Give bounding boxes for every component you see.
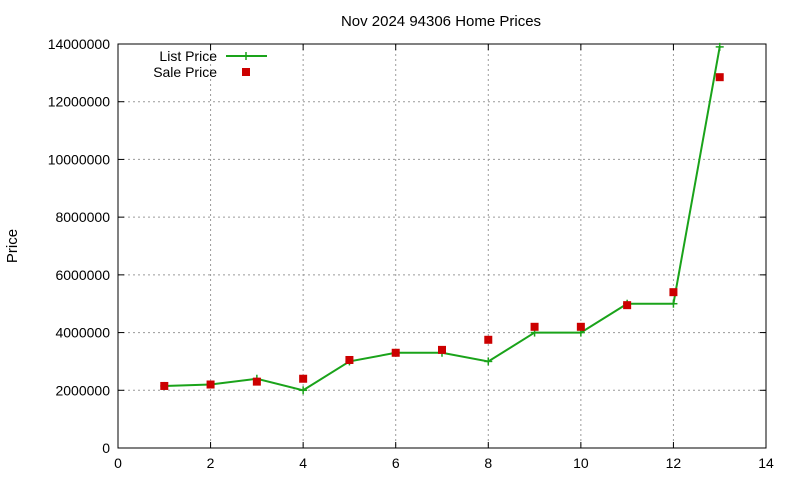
series-line-list-price <box>164 46 721 392</box>
x-tick-label: 8 <box>484 455 492 471</box>
data-point-sale-price <box>299 374 308 383</box>
data-point-list-price <box>715 42 724 51</box>
y-tick-label: 4000000 <box>55 325 110 341</box>
legend-label-list-price: List Price <box>159 48 217 64</box>
x-tick-label: 10 <box>573 455 589 471</box>
plot-frame <box>117 43 767 449</box>
x-tick-label: 0 <box>114 455 122 471</box>
y-tick-label: 10000000 <box>48 151 111 167</box>
data-point-sale-price <box>252 377 261 386</box>
x-tick-label: 4 <box>299 455 307 471</box>
x-tick-label: 6 <box>392 455 400 471</box>
data-point-sale-price <box>623 301 632 310</box>
data-point-sale-price <box>160 381 169 390</box>
data-point-list-price <box>299 386 308 395</box>
y-tick-label: 2000000 <box>55 382 110 398</box>
data-point-sale-price <box>669 288 678 297</box>
legend-marker-list-price <box>242 52 250 60</box>
data-point-sale-price <box>345 355 354 364</box>
series <box>160 42 724 395</box>
data-point-sale-price <box>576 322 585 331</box>
y-tick-label: 0 <box>102 440 110 456</box>
legend-marker-sale-price <box>242 68 250 76</box>
x-tick-label: 2 <box>207 455 215 471</box>
y-tick-label: 8000000 <box>55 209 110 225</box>
data-point-list-price <box>484 357 493 366</box>
axis-ticks: 0 2 4 6 8 10 12 14 0 2000000 4000000 6000000 8000000… <box>48 36 774 471</box>
data-point-sale-price <box>484 335 493 344</box>
data-point-sale-price <box>438 345 446 354</box>
y-axis-label: Price <box>4 229 21 263</box>
y-tick-label: 6000000 <box>55 267 110 283</box>
chart-title: Nov 2024 94306 Home Prices <box>341 13 541 30</box>
data-point-sale-price <box>206 380 215 389</box>
x-tick-label: 14 <box>758 455 774 471</box>
y-tick-label: 12000000 <box>48 94 111 110</box>
data-point-list-price <box>669 299 678 308</box>
data-point-sale-price <box>391 348 400 357</box>
data-point-sale-price <box>715 73 724 82</box>
grid <box>118 44 766 448</box>
series-sale-price <box>160 73 724 390</box>
y-tick-label: 14000000 <box>48 36 111 52</box>
legend-label-sale-price: Sale Price <box>153 64 217 80</box>
x-tick-label: 12 <box>666 455 682 471</box>
series-list-price <box>160 42 724 395</box>
data-point-sale-price <box>530 322 539 331</box>
